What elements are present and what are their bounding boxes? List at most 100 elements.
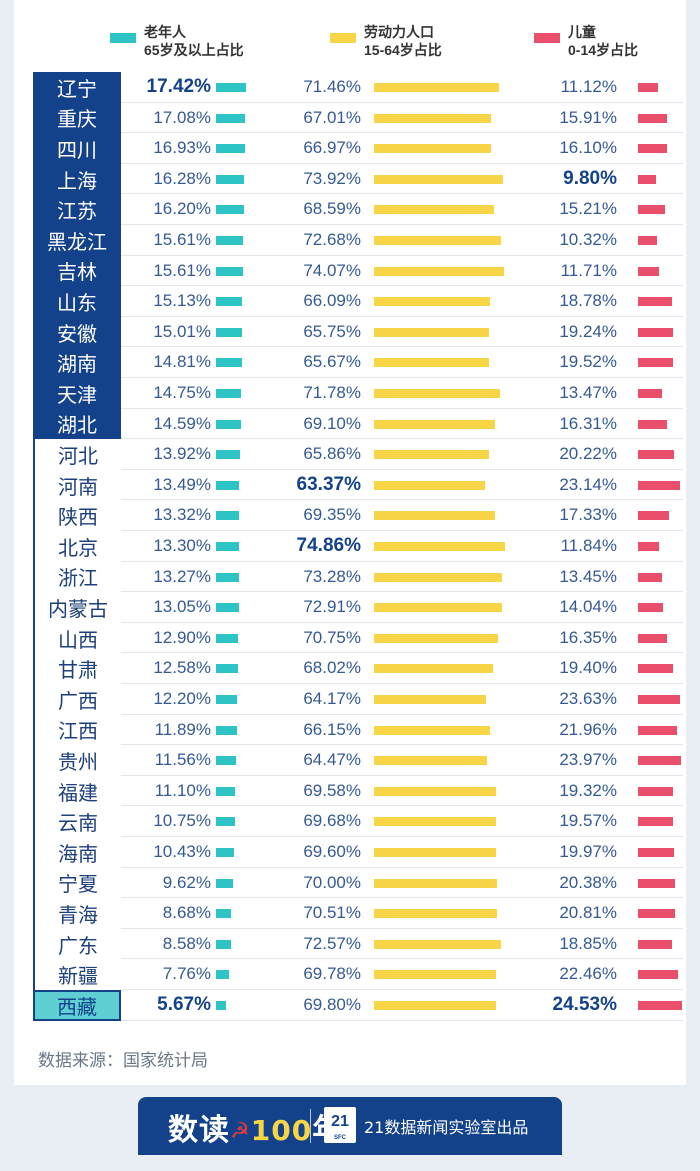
table-row: 山东 15.13% 66.09% 18.78% [33, 286, 683, 317]
row-divider [121, 988, 683, 990]
child-value-label: 9.80% [563, 167, 617, 189]
work-bar [374, 1001, 497, 1010]
child-value-label: 20.22% [559, 444, 617, 464]
work-bar [374, 939, 501, 949]
province-label: 新疆 [33, 959, 121, 990]
table-row: 贵州 11.56% 64.47% 23.97% [33, 745, 683, 776]
child-value-label: 22.46% [559, 964, 617, 984]
work-bar [374, 786, 496, 796]
table-row: 天津 14.75% 71.78% 13.47% [33, 378, 683, 409]
logo-21-icon: 21 SFC [324, 1107, 356, 1143]
child-bar [638, 817, 674, 827]
child-bar [638, 542, 660, 551]
row-divider [121, 285, 683, 287]
child-bar [638, 480, 680, 490]
work-value-label: 64.17% [303, 689, 361, 708]
child-value-label: 11.71% [560, 260, 617, 280]
brand-text-a: 数读 [168, 1113, 230, 1148]
child-value-label: 20.38% [559, 872, 617, 892]
child-value-label: 24.53% [552, 994, 617, 1015]
province-label: 吉林 [33, 255, 121, 287]
old-value-label: 17.08% [153, 107, 211, 127]
work-bar [374, 327, 490, 337]
table-row: 四川 16.93% 66.97% 16.10% [33, 133, 683, 164]
child-value-label: 18.78% [559, 291, 617, 311]
old-value-label: 14.75% [153, 383, 211, 402]
old-bar [216, 144, 246, 154]
child-value-label: 10.32% [559, 230, 617, 249]
work-value-label: 69.80% [303, 995, 361, 1014]
province-label: 四川 [33, 133, 121, 164]
province-label: 北京 [33, 531, 121, 562]
table-row: 上海 16.28% 73.92% 9.80% [33, 163, 683, 195]
row-divider [121, 682, 683, 684]
work-value-label: 71.46% [303, 77, 361, 96]
child-value-label: 23.14% [559, 474, 617, 494]
child-value-label: 14.04% [559, 597, 617, 617]
row-divider [121, 774, 683, 776]
province-label: 河北 [33, 439, 121, 470]
work-value-label: 72.91% [303, 597, 361, 617]
work-value-label: 69.10% [303, 413, 361, 433]
legend-old-title: 老年人 [144, 24, 186, 40]
old-value-label: 14.59% [153, 413, 211, 433]
child-bar [638, 695, 681, 704]
table-row: 青海 8.68% 70.51% 20.81% [33, 898, 683, 929]
old-value-label: 8.68% [162, 903, 211, 923]
old-bar [216, 297, 243, 307]
row-divider [121, 621, 683, 623]
old-value-label: 16.20% [153, 199, 211, 219]
legend-child: 儿童 0-14岁占比 [534, 4, 666, 62]
old-bar [216, 1001, 226, 1010]
province-label: 湖北 [33, 408, 121, 440]
child-bar [638, 450, 675, 460]
row-divider [121, 1019, 683, 1021]
work-value-label: 66.09% [303, 291, 361, 311]
work-bar [374, 113, 492, 123]
old-bar [216, 572, 239, 582]
child-bar [638, 664, 673, 674]
legend-old: 老年人 65岁及以上占比 [110, 4, 310, 62]
work-value-label: 70.00% [303, 872, 361, 892]
old-bar [216, 389, 242, 398]
table-row: 陕西 13.32% 69.35% 17.33% [33, 500, 683, 531]
province-label: 宁夏 [33, 867, 121, 899]
work-value-label: 68.02% [303, 658, 361, 678]
province-label: 甘肃 [33, 653, 121, 684]
legend-work-title: 劳动力人口 [364, 24, 434, 40]
table-row: 重庆 17.08% 67.01% 15.91% [33, 102, 683, 134]
work-value-label: 73.92% [303, 168, 361, 188]
old-bar [216, 419, 242, 429]
table-row: 福建 11.10% 69.58% 19.32% [33, 775, 683, 807]
legend-child-title: 儿童 [568, 24, 596, 40]
old-value-label: 15.01% [153, 321, 211, 341]
province-label: 广西 [33, 684, 121, 715]
old-bar [216, 878, 233, 888]
work-bar [374, 725, 490, 735]
child-value-label: 23.63% [559, 689, 617, 708]
child-value-label: 19.52% [559, 352, 617, 372]
old-value-label: 13.32% [153, 505, 211, 525]
table-row: 新疆 7.76% 69.78% 22.46% [33, 959, 683, 990]
old-value-label: 10.43% [153, 842, 211, 861]
province-label: 内蒙古 [33, 592, 121, 623]
publisher-label: 21数据新闻实验室出品 [364, 1118, 529, 1137]
table-row: 江苏 16.20% 68.59% 15.21% [33, 194, 683, 225]
old-bar [216, 236, 243, 245]
table-row: 内蒙古 13.05% 72.91% 14.04% [33, 592, 683, 623]
row-divider [121, 805, 683, 807]
old-bar [216, 542, 239, 551]
work-bar [374, 572, 503, 582]
row-divider [121, 101, 683, 103]
child-bar [638, 970, 679, 980]
row-divider [121, 499, 683, 501]
old-bar [216, 756, 236, 766]
table-row: 河南 13.49% 63.37% 23.14% [33, 469, 683, 501]
child-value-label: 11.84% [560, 536, 617, 555]
child-bar [638, 389, 663, 398]
row-divider [121, 713, 683, 715]
row-divider [121, 835, 683, 837]
work-bar [374, 480, 485, 490]
old-bar [216, 695, 237, 704]
work-value-label: 66.15% [303, 719, 361, 739]
